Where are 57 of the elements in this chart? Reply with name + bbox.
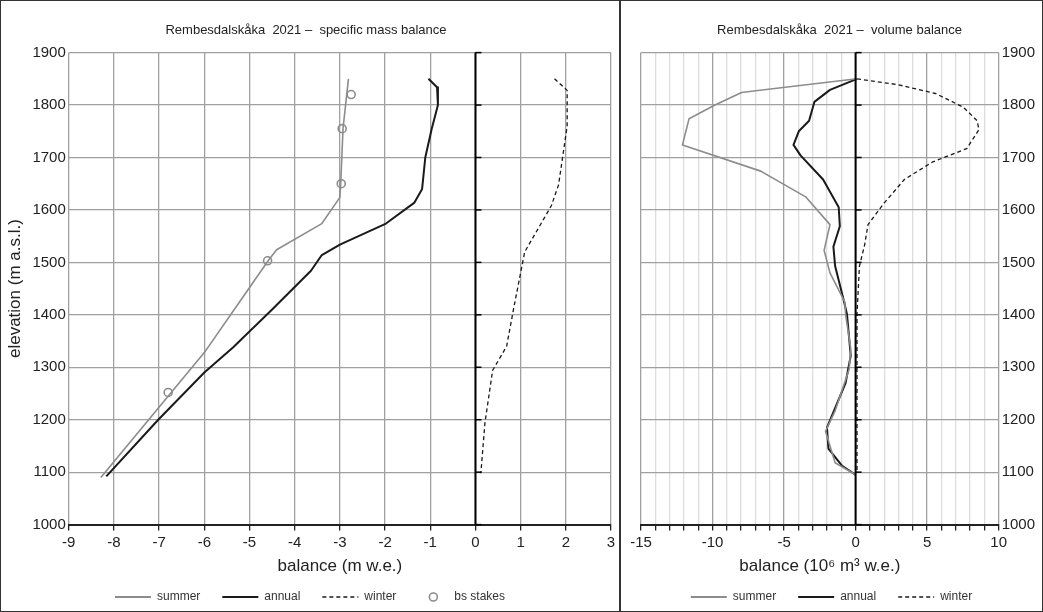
x-tick-label: -2 <box>378 532 392 550</box>
x-tick-label: -7 <box>152 532 166 550</box>
point <box>262 256 273 266</box>
y-tick-label: 1500 <box>1001 252 1036 270</box>
x-tick-label: -1 <box>423 532 437 550</box>
x-tick-label: 0 <box>851 532 860 550</box>
y-tick-label: 1200 <box>1001 409 1036 427</box>
x-tick-label: -4 <box>288 532 302 550</box>
legend-label: annual <box>264 589 301 604</box>
legend-label: winter <box>363 589 397 604</box>
y-tick-label: 1200 <box>32 409 66 427</box>
legend-label: winter <box>939 589 973 604</box>
x-tick-label: -3 <box>333 532 347 550</box>
x-tick-label: 2 <box>561 532 570 550</box>
x-tick-label: -10 <box>701 532 724 550</box>
x-tick-label: 5 <box>922 532 932 550</box>
point <box>336 178 347 189</box>
x-axis-title: balance (m w.e.) <box>277 556 403 576</box>
x-tick-label: -5 <box>242 532 257 550</box>
y-tick-label: 1600 <box>1001 200 1036 218</box>
y-tick-label: 1700 <box>1001 147 1036 165</box>
point <box>346 89 356 100</box>
x-tick-label: -9 <box>62 532 76 550</box>
legend-label: summer <box>156 589 201 604</box>
legend-label: bs stakes <box>454 589 506 604</box>
point <box>337 123 347 134</box>
y-tick-label: 1600 <box>32 200 66 218</box>
x-tick-label: 3 <box>606 532 616 550</box>
chart-title: Rembesdalskåka 2021 – volume balance <box>717 22 962 38</box>
y-tick-label: 1300 <box>1001 357 1036 375</box>
y-tick-label: 1800 <box>1001 95 1036 113</box>
y-tick-label: 1400 <box>32 304 66 322</box>
y-tick-label: 1400 <box>1001 304 1036 322</box>
y-tick-label: 1800 <box>32 95 66 113</box>
x-tick-label: 1 <box>516 532 525 550</box>
y-tick-label: 1100 <box>33 462 66 480</box>
legend-label: summer <box>732 589 777 604</box>
y-tick-label: 1300 <box>32 357 66 375</box>
x-tick-label: -6 <box>197 532 211 550</box>
point <box>163 387 173 398</box>
y-tick-label: 1900 <box>32 42 66 60</box>
chart-title: Rembesdalskåka 2021 – specific mass balance <box>165 22 447 38</box>
x-tick-label: -15 <box>630 532 652 550</box>
y-tick-label: 1500 <box>32 252 66 270</box>
x-tick-label: -5 <box>777 532 791 550</box>
x-tick-label: 10 <box>990 532 1007 550</box>
y-tick-label: 1100 <box>1001 462 1034 480</box>
y-tick-label: 1000 <box>32 514 66 532</box>
y-tick-label: 1900 <box>1001 42 1036 60</box>
x-tick-label: -8 <box>107 532 121 550</box>
x-axis-title: balance (10⁶ m³ w.e.) <box>739 556 901 576</box>
legend-label: annual <box>840 589 877 604</box>
y-tick-label: 1700 <box>32 147 66 165</box>
y-tick-label: 1000 <box>1001 514 1036 532</box>
line-series <box>480 78 568 474</box>
y-axis-title: elevation (m a.s.l.) <box>4 219 24 359</box>
x-tick-label: 0 <box>471 532 480 550</box>
